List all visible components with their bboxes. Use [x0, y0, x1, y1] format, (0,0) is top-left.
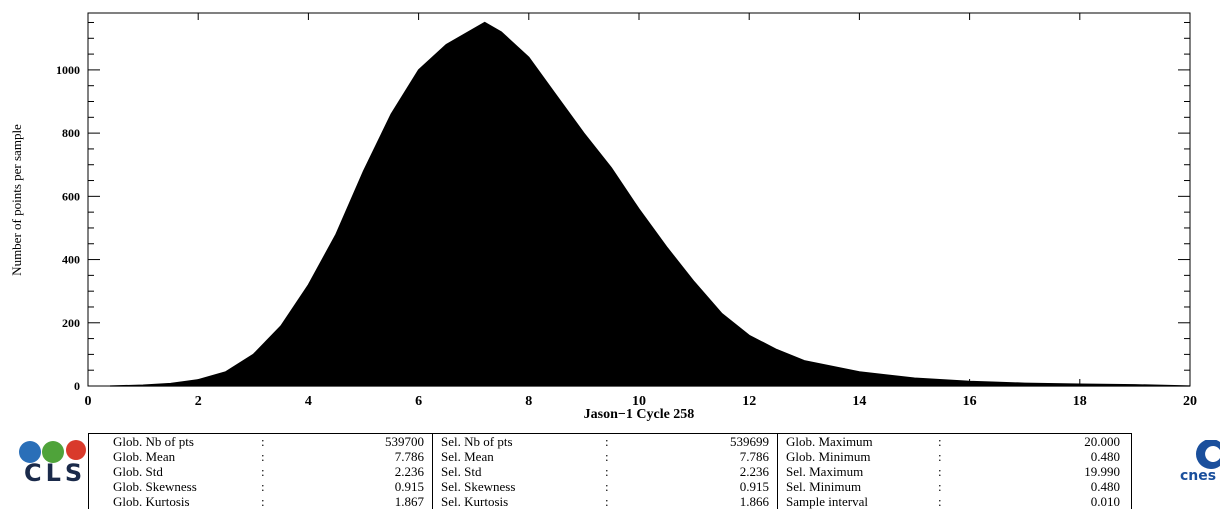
- stats-colon: :: [261, 449, 265, 464]
- cnes-logo-text: cnes: [1180, 468, 1216, 484]
- stats-label: Glob. Minimum: [786, 449, 871, 464]
- stats-row: Glob. Nb of pts: 539700: [89, 434, 432, 449]
- stats-colon: :: [261, 464, 265, 479]
- x-tick-label: 0: [85, 394, 92, 409]
- x-tick-label: 18: [1073, 394, 1087, 409]
- stats-colon: :: [605, 479, 609, 494]
- y-tick-label: 200: [62, 316, 80, 330]
- stats-row: Sel. Mean: 7.786: [433, 449, 777, 464]
- y-tick-label: 1000: [56, 63, 80, 77]
- stats-row: Sel. Kurtosis: 1.866: [433, 494, 777, 509]
- stats-row: Sample interval: 0.010: [778, 494, 1132, 509]
- x-tick-label: 12: [742, 394, 756, 409]
- x-tick-label: 2: [195, 394, 202, 409]
- stats-value: 0.480: [1090, 449, 1120, 464]
- statistics-table: Glob. Nb of pts:539700 Glob. Mean:7.786 Gl…: [88, 433, 1132, 509]
- stats-colon: :: [605, 464, 609, 479]
- stats-colon: :: [261, 479, 265, 494]
- stats-value: 7.786: [739, 449, 769, 464]
- axis-ticks: [87, 13, 1191, 387]
- stats-value: 539700: [385, 434, 424, 449]
- stats-colon: :: [938, 494, 942, 509]
- stats-value: 2.236: [739, 464, 769, 479]
- stats-value: 1.867: [394, 494, 424, 509]
- histogram-bars: [109, 21, 1191, 387]
- stats-label: Glob. Std: [113, 464, 163, 479]
- stats-row: Glob. Std: 2.236: [89, 464, 432, 479]
- stats-label: Glob. Maximum: [786, 434, 873, 449]
- stats-label: Glob. Nb of pts: [113, 434, 194, 449]
- y-axis-label: Number of points per sample: [9, 124, 24, 276]
- stats-colon: :: [938, 449, 942, 464]
- stats-colon: :: [938, 464, 942, 479]
- x-tick-labels: 0 2 4 6 8 10 12 14 16 18 20: [85, 394, 1198, 409]
- cnes-logo-mark: [1196, 439, 1220, 469]
- stats-value: 0.915: [739, 479, 769, 494]
- x-tick-label: 14: [852, 394, 866, 409]
- cls-logo: CLS: [18, 440, 118, 500]
- cls-logo-circle-red: [66, 440, 86, 460]
- stats-value: 0.480: [1090, 479, 1120, 494]
- stats-label: Sample interval: [786, 494, 868, 509]
- stats-label: Sel. Std: [441, 464, 482, 479]
- cls-logo-text: CLS: [24, 459, 86, 487]
- cls-logo-circle-green: [42, 441, 64, 463]
- stats-value: 539699: [730, 434, 769, 449]
- stats-label: Sel. Nb of pts: [441, 434, 513, 449]
- stats-row: Glob. Maximum: 20.000: [778, 434, 1132, 449]
- stats-colon: :: [605, 449, 609, 464]
- y-tick-label: 800: [62, 126, 80, 140]
- x-tick-label: 16: [963, 394, 977, 409]
- stats-row: Sel. Nb of pts: 539699: [433, 434, 777, 449]
- x-tick-label: 6: [415, 394, 422, 409]
- stats-colon: :: [938, 434, 942, 449]
- stats-row: Sel. Minimum: 0.480: [778, 479, 1132, 494]
- stats-label: Sel. Minimum: [786, 479, 862, 494]
- histogram-chart: 0 2 4 6 8 10 12 14 16 18 20 0 200 400 600 800 1000 Jaso…: [9, 12, 1198, 422]
- stats-colon: :: [605, 434, 609, 449]
- stats-column-selected: Sel. Nb of pts:539699 Sel. Mean:7.786 Sel.…: [432, 434, 777, 509]
- stats-value: 2.236: [394, 464, 424, 479]
- stats-label: Glob. Kurtosis: [113, 494, 190, 509]
- stats-colon: :: [605, 494, 609, 509]
- stats-value: 0.010: [1090, 494, 1120, 509]
- stats-label: Sel. Kurtosis: [441, 494, 509, 509]
- histogram-area: [109, 21, 1191, 387]
- stats-value: 19.990: [1084, 464, 1120, 479]
- stats-value: 1.866: [739, 494, 769, 509]
- stats-value: 7.786: [394, 449, 424, 464]
- x-tick-label: 10: [632, 394, 646, 409]
- stats-label: Sel. Mean: [441, 449, 494, 464]
- stats-value: 0.915: [394, 479, 424, 494]
- stats-label: Glob. Mean: [113, 449, 176, 464]
- y-tick-label: 0: [74, 379, 80, 393]
- y-tick-label: 600: [62, 189, 80, 203]
- stats-value: 20.000: [1084, 434, 1120, 449]
- stats-row: Sel. Maximum: 19.990: [778, 464, 1132, 479]
- stats-colon: :: [261, 434, 265, 449]
- stats-column-extremes: Glob. Maximum:20.000 Glob. Minimum:0.480 S…: [777, 434, 1132, 509]
- stats-row: Glob. Minimum: 0.480: [778, 449, 1132, 464]
- stats-label: Sel. Skewness: [441, 479, 516, 494]
- cls-logo-circle-blue: [19, 441, 41, 463]
- stats-row: Sel. Skewness: 0.915: [433, 479, 777, 494]
- stats-row: Sel. Std: 2.236: [433, 464, 777, 479]
- stats-column-global: Glob. Nb of pts:539700 Glob. Mean:7.786 Gl…: [89, 434, 432, 509]
- stats-colon: :: [938, 479, 942, 494]
- stats-row: Glob. Kurtosis: 1.867: [89, 494, 432, 509]
- x-tick-label: 4: [305, 394, 312, 409]
- stats-colon: :: [261, 494, 265, 509]
- stats-label: Sel. Maximum: [786, 464, 864, 479]
- x-tick-label: 20: [1183, 394, 1197, 409]
- stats-row: Glob. Skewness: 0.915: [89, 479, 432, 494]
- x-tick-label: 8: [525, 394, 532, 409]
- x-axis-label: Jason−1 Cycle 258: [584, 407, 695, 422]
- y-tick-labels: 0 200 400 600 800 1000: [56, 63, 80, 393]
- cnes-logo: cnes: [1180, 439, 1223, 490]
- stats-label: Glob. Skewness: [113, 479, 197, 494]
- y-tick-label: 400: [62, 253, 80, 267]
- stats-row: Glob. Mean: 7.786: [89, 449, 432, 464]
